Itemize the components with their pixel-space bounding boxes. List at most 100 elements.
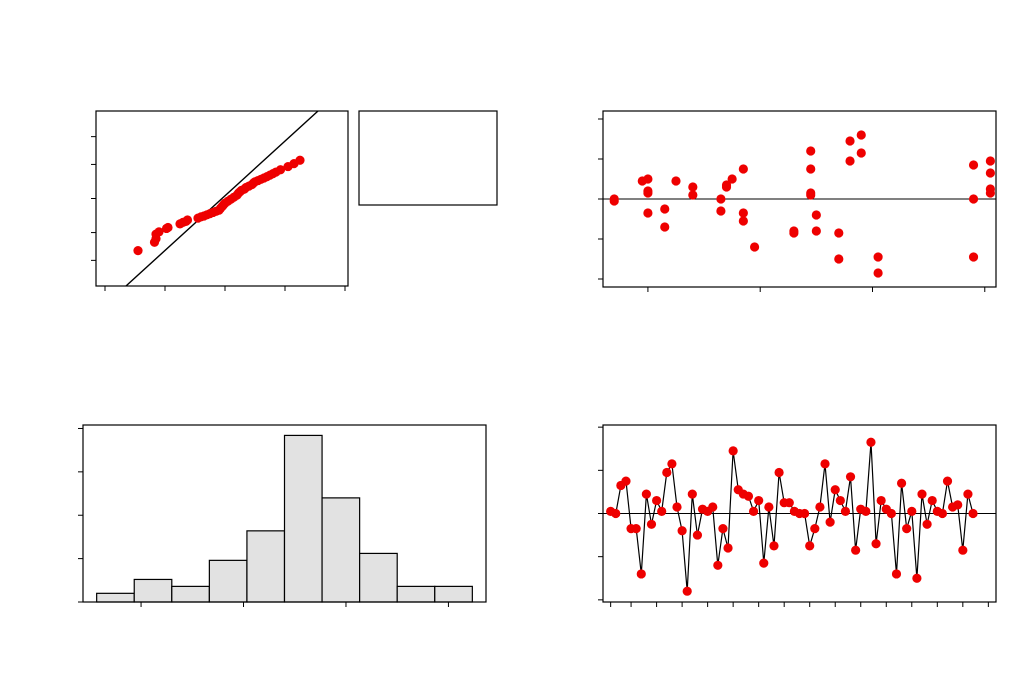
data-point [718,524,728,534]
data-point [748,506,759,516]
data-point [891,569,902,579]
data-point [856,148,866,158]
data-points [133,155,305,256]
data-point [769,541,779,551]
data-point [671,176,681,186]
data-point [968,160,979,170]
data-point [876,495,886,506]
data-point [873,268,883,278]
histogram-bar [434,585,473,603]
data-point [738,164,748,174]
histogram-bar [133,578,173,603]
histogram-bar [171,585,210,603]
data-point [789,228,799,238]
data-point [968,252,979,262]
data-points [609,130,995,278]
order-series-line [610,442,974,592]
histogram-bar [283,434,323,603]
data-point [985,168,995,178]
data-point [688,190,698,200]
data-point [759,558,769,568]
data-point [643,174,653,184]
data-point [621,476,631,486]
data-point [774,467,784,478]
data-point [927,495,937,506]
data-point [646,519,657,529]
data-point [609,196,619,206]
data-point [922,519,932,529]
data-point [687,489,697,499]
data-point [810,524,820,534]
data-point [163,222,173,233]
data-point [811,210,821,220]
histogram-bar [359,552,398,603]
data-point [667,459,677,469]
data-point [784,498,794,508]
data-point [873,252,883,262]
data-point [716,206,726,216]
data-point [968,508,978,519]
data-point [643,188,653,198]
axis-ticks [598,118,986,292]
data-point [815,502,825,512]
data-point [723,543,733,553]
data-point [958,545,968,555]
data-point [727,174,737,184]
data-point [764,502,774,512]
data-points [606,437,978,596]
legend-box [358,110,498,206]
data-point [688,182,698,192]
data-point [968,194,979,204]
residuals-vs-order-plot [598,424,997,607]
data-point [728,446,738,456]
data-point [820,459,830,469]
histogram-plot [78,424,487,607]
data-point [641,489,651,499]
data-point [716,194,726,204]
histogram-bar [96,592,135,603]
data-point [871,539,881,549]
data-point [651,495,662,506]
residuals-vs-fits-plot [598,110,997,292]
data-point [713,560,723,570]
data-point [845,156,855,166]
data-point [275,165,286,175]
data-point [738,216,748,226]
data-point [692,530,703,540]
data-point [721,180,732,190]
histogram-bar [321,497,361,603]
data-point [677,526,687,536]
data-point [133,246,143,256]
data-point [631,524,641,534]
data-point [743,491,754,501]
data-point [942,476,953,486]
data-point [738,208,748,218]
histogram-bar [246,530,286,603]
plot-frame [82,424,487,603]
data-point [636,569,646,579]
data-point [856,130,866,140]
data-point [672,502,682,512]
data-point [834,254,844,264]
data-point [866,437,876,447]
data-point [611,508,621,519]
data-point [806,164,816,174]
data-point [749,242,760,252]
data-point [806,146,816,156]
histogram-bar [208,559,248,603]
normal-probability-plot [91,110,349,291]
data-point [806,190,816,200]
data-point [830,485,840,495]
data-point [851,545,861,555]
data-point [985,188,995,198]
data-point [917,489,927,499]
data-point [834,228,844,238]
data-point [902,524,912,534]
data-point [811,226,821,236]
data-point [754,495,764,506]
data-point [845,136,855,146]
histogram-bar [396,585,436,603]
data-point [805,541,815,551]
data-point [295,155,305,165]
